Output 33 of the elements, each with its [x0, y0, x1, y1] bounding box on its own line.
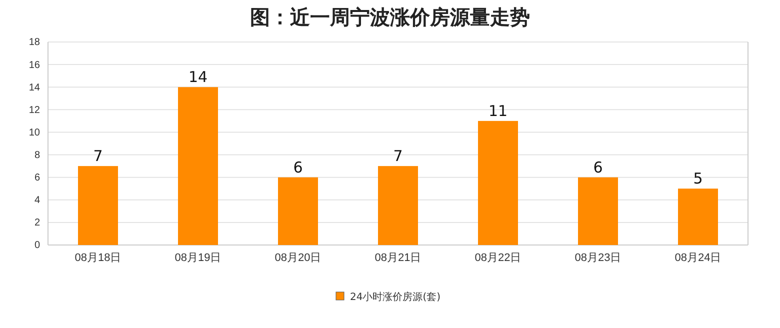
bar [478, 120, 518, 245]
x-tick-label: 08月21日 [374, 252, 422, 264]
bar [378, 166, 418, 245]
x-tick-label: 08月19日 [174, 252, 222, 264]
x-tick-label: 08月20日 [274, 252, 322, 264]
data-label: 11 [488, 102, 508, 120]
y-tick-label: 18 [28, 37, 40, 48]
data-label: 6 [293, 158, 303, 176]
y-tick-label: 2 [34, 218, 40, 229]
x-tick-label: 08月24日 [674, 252, 722, 264]
y-tick-label: 4 [34, 195, 40, 206]
bar [278, 177, 318, 245]
data-label: 5 [693, 170, 703, 188]
bar [678, 188, 718, 245]
y-tick-label: 8 [34, 150, 40, 161]
y-tick-label: 0 [34, 240, 40, 252]
bar [78, 166, 118, 245]
chart-title: 图：近一周宁波涨价房源量走势 [250, 5, 530, 29]
x-tick-label: 08月18日 [74, 252, 122, 264]
y-tick-label: 10 [28, 127, 40, 138]
data-label: 7 [393, 147, 403, 166]
x-tick-label: 08月22日 [474, 252, 522, 264]
y-tick-label: 16 [28, 60, 40, 71]
legend-label: 24小时涨价房源(套) [350, 291, 441, 303]
bar [578, 177, 618, 245]
x-tick-label: 08月23日 [574, 252, 622, 264]
data-label: 7 [93, 147, 103, 166]
data-label: 14 [188, 68, 208, 86]
y-tick-label: 6 [34, 172, 40, 184]
y-tick-label: 12 [28, 104, 40, 116]
y-tick-label: 14 [28, 82, 40, 94]
bar [178, 87, 218, 245]
data-label: 6 [593, 158, 603, 176]
